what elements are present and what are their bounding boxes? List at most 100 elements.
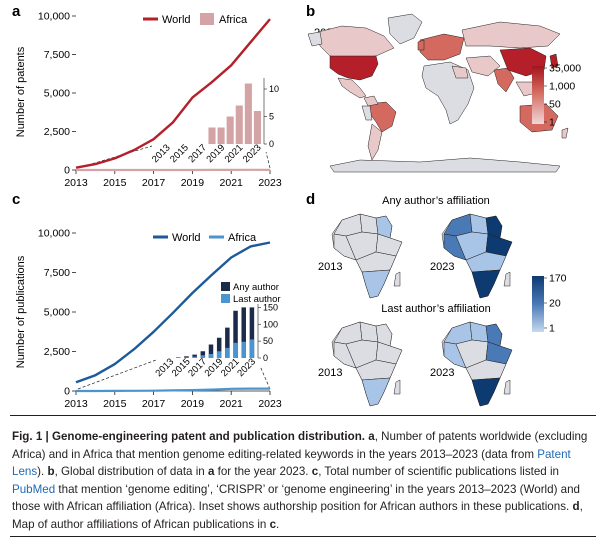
panel-d: d Any author’s affiliation Last author’s… [306,191,567,407]
region-south [361,269,391,299]
region-north-east [485,323,503,347]
y-tick-label: 7,500 [44,49,70,61]
inset-bar-any-author [184,356,189,358]
region-south-central [355,251,397,273]
region-north-central [359,321,379,343]
region-south [471,269,501,299]
region-east [375,233,403,257]
series-line-africa [76,387,270,393]
region-south-central [465,359,507,381]
panel-c-inset-guides [77,359,271,390]
map-year-2023-bottom: 2023 [430,367,454,379]
inset-bar-any-author [249,307,255,358]
pubmed-link[interactable]: PubMed [12,482,56,496]
patent-lens-link[interactable]: Patent Lens [12,447,571,479]
legend-world-label: World [162,14,191,26]
inset-bar-last-author [233,342,238,358]
colorbar-red [532,66,544,124]
map-russia [461,21,561,49]
inset-bar [253,111,261,144]
inset-bar-last-author [241,341,246,358]
inset-y-tick-label: 5 [269,112,274,122]
y-tick-label: 10,000 [38,11,70,23]
map-colombia [363,95,379,107]
panel-c-x-ticks: 2013 2015 2017 2019 2021 2023 [64,391,282,410]
colorbar-tick-label: 170 [549,273,567,285]
y-tick-label: 2,500 [44,346,70,358]
caption-c-text: , Total number of scientific publication… [318,465,560,479]
region-madagascar [503,379,511,395]
inset-bar-any-author [192,354,197,358]
map-peru [361,105,373,121]
map-japan [549,53,559,69]
y-tick-label: 0 [64,165,70,177]
inset-bar-last-author [208,353,214,358]
africa-maps [331,213,513,407]
panel-d-title-bottom: Last author’s affiliation [381,303,490,315]
panel-a-x-ticks: 2013 2015 2017 2019 2021 2023 [64,170,282,189]
map-canada [317,25,395,59]
caption-bottom-rule [10,536,596,537]
map-mexico [337,77,367,99]
inset-y-tick-label: 100 [263,319,278,329]
inset-bar [208,127,216,144]
caption-a-text: , Number of patents worldwide (excluding… [12,430,588,461]
inset-x-tick-label: 2019 [204,142,227,165]
panel-b: b 2023 [306,3,581,173]
panel-d-colorbar-ticks: 170 20 1 [544,273,567,335]
inset-y-tick-label: 50 [263,336,273,346]
x-tick-label: 2019 [181,177,205,189]
x-tick-label: 2019 [181,398,205,410]
africa-map-last-2023 [441,321,513,407]
colorbar-tick-label: 1 [549,117,555,129]
panel-a-y-ticks: 0 2,500 5,000 7,500 10,000 [38,11,76,177]
inset-bar [226,116,234,144]
legend-africa-label: Africa [228,232,257,244]
x-tick-label: 2015 [103,177,127,189]
region-south [361,377,391,407]
panel-a-series [75,18,271,172]
x-tick-label: 2017 [142,398,166,410]
caption-b-label: b [47,465,55,479]
panel-d-title-top: Any author’s affiliation [382,195,490,207]
panel-c-series [75,241,271,393]
world-map [307,13,569,173]
legend-world-label: World [172,232,201,244]
legend-africa-swatch [200,13,214,25]
region-south-central [355,359,397,381]
inset-y-tick-label: 0 [269,139,274,149]
x-tick-label: 2013 [64,177,88,189]
map-usa [329,55,379,81]
y-tick-label: 7,500 [44,267,70,279]
region-south [471,377,501,407]
caption-a-end: ). [37,465,45,479]
legend-any-author-swatch [221,282,230,291]
inset-bar-any-author [225,327,230,358]
panel-a-ylabel: Number of patents [15,46,27,137]
x-tick-label: 2015 [103,398,127,410]
region-west [333,233,357,261]
map-year-2013-bottom: 2013 [318,367,342,379]
inset-y-tick-label: 150 [263,302,278,312]
caption-d-ref: c [269,517,277,531]
map-year-2023-top: 2023 [430,261,454,273]
caption-top-rule [10,415,596,416]
region-north-east [375,323,393,347]
caption-b-end: for the year 2023. [214,465,309,479]
map-greenland [387,13,423,45]
series-line-world [75,18,271,169]
region-north-east [485,215,503,239]
region-north-east [375,215,393,239]
x-tick-label: 2023 [258,177,282,189]
region-north-central [469,321,489,343]
colorbar-blue [532,276,544,332]
legend-last-author-swatch [221,294,230,303]
figure-caption: Fig. 1 | Genome-engineering patent and p… [12,428,594,534]
figure-canvas: a Number of patents 0 2,500 5,000 7,500 10,0… [12,3,581,410]
inset-bar-last-author [225,347,230,358]
x-tick-label: 2021 [220,398,244,410]
inset-x-tick-label: 2021 [223,142,246,165]
map-egypt [451,65,469,79]
y-tick-label: 5,000 [44,88,70,100]
panel-b-colorbar-ticks: 35,000 1,000 50 1 [544,63,581,129]
